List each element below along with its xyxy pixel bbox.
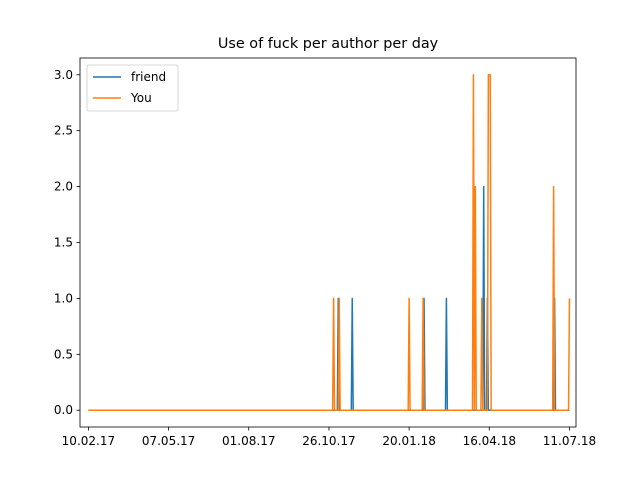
y-tick-label: 1.0	[54, 291, 73, 305]
legend-label: You	[130, 91, 152, 105]
y-tick-label: 2.0	[54, 180, 73, 194]
x-tick-label: 11.07.18	[543, 434, 596, 448]
y-tick-label: 1.5	[54, 236, 73, 250]
x-tick-label: 01.08.17	[222, 434, 275, 448]
y-tick-label: 0.0	[54, 403, 73, 417]
y-tick-label: 3.0	[54, 68, 73, 82]
x-tick-label: 07.05.17	[142, 434, 195, 448]
y-tick-label: 0.5	[54, 347, 73, 361]
x-tick-label: 20.01.18	[382, 434, 435, 448]
x-tick-label: 16.04.18	[463, 434, 516, 448]
legend-label: friend	[131, 70, 166, 84]
series-line-you	[88, 74, 571, 411]
y-tick-label: 2.5	[54, 124, 73, 138]
x-tick-label: 26.10.17	[302, 434, 355, 448]
chart-title: Use of fuck per author per day	[218, 36, 439, 52]
x-tick-label: 10.02.17	[62, 434, 115, 448]
